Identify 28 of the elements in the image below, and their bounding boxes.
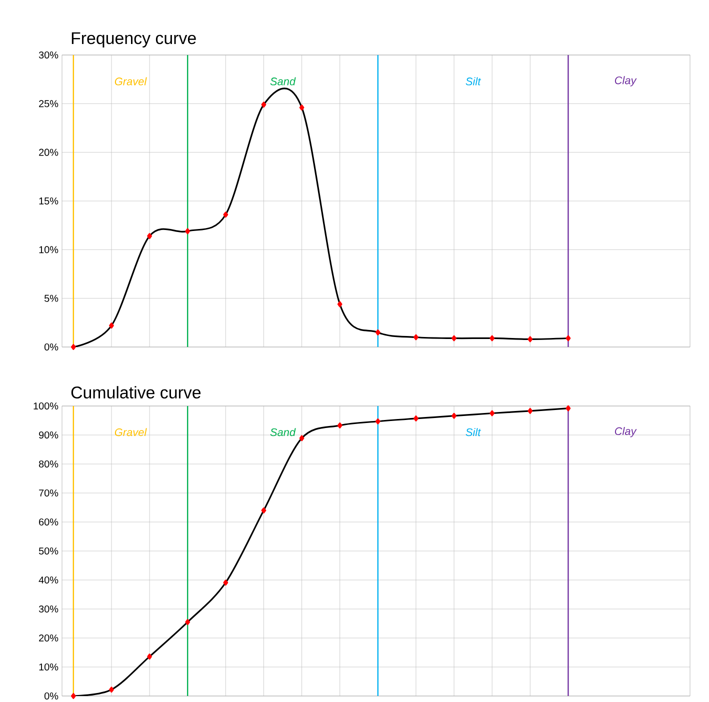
y-tick-label: 0%	[44, 692, 58, 700]
annotation: Sand	[270, 428, 296, 436]
annotation: Silt	[466, 428, 482, 436]
y-tick-label: 30%	[38, 605, 58, 613]
y-tick-label: 30%	[38, 51, 58, 59]
y-tick-label: 50%	[38, 547, 58, 555]
text: Clay	[614, 426, 637, 438]
annotation: Gravel	[114, 77, 147, 86]
annotation: Sand	[270, 77, 296, 86]
annotation: Silt	[466, 77, 482, 86]
chart-title: Frequency curve	[72, 32, 196, 48]
y-tick-label: 15%	[39, 197, 58, 204]
y-tick-label: 80%	[38, 460, 58, 468]
y-tick-label: 100%	[34, 402, 58, 410]
text: Clay	[614, 76, 637, 86]
y-tick-label: 25%	[39, 100, 58, 108]
chart-title: Cumulative curve	[71, 386, 201, 399]
y-tick-label: 70%	[39, 489, 58, 497]
y-tick-label: 60%	[39, 518, 58, 526]
y-tick-label: 10%	[39, 246, 58, 254]
y-tick-label: 40%	[38, 576, 58, 584]
y-tick-label: 0%	[44, 343, 58, 351]
annotation: Gravel	[114, 428, 147, 436]
y-tick-label: 5%	[44, 294, 58, 302]
y-tick-label: 10%	[39, 663, 58, 671]
y-tick-label: 20%	[39, 634, 58, 642]
y-tick-label: 90%	[39, 431, 58, 439]
y-tick-label: 20%	[39, 148, 58, 156]
